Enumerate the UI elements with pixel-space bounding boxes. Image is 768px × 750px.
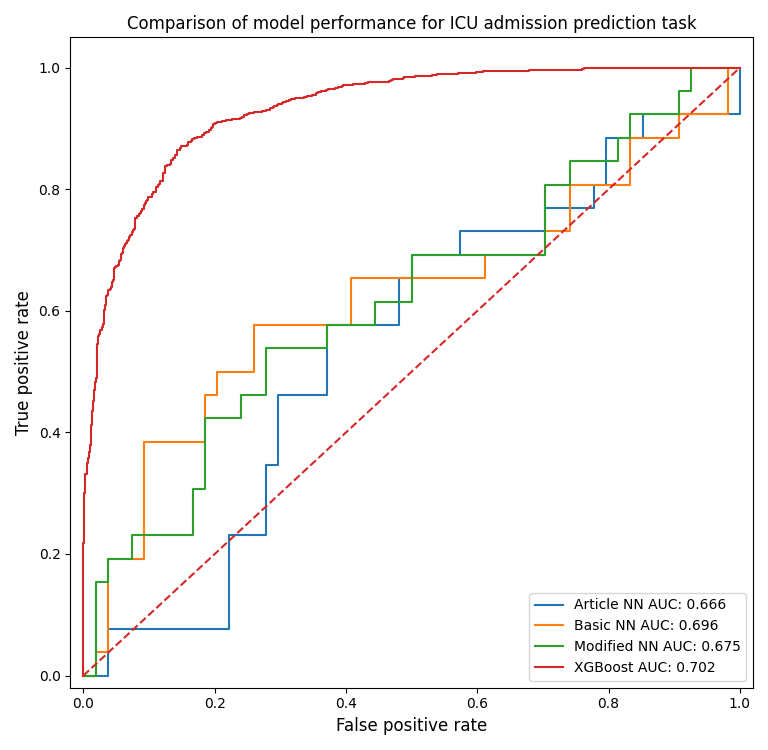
Article NN AUC: 0.666: (0.87, 0.923): 0.666: (0.87, 0.923): [650, 110, 660, 119]
Basic NN AUC: 0.696: (0.963, 0.923): 0.696: (0.963, 0.923): [711, 110, 720, 119]
Basic NN AUC: 0.696: (0.778, 0.808): 0.696: (0.778, 0.808): [589, 180, 598, 189]
Article NN AUC: 0.666: (0.037, 0.0769): 0.666: (0.037, 0.0769): [103, 624, 112, 633]
XGBoost AUC: 0.702: (0.019, 0.489): 0.702: (0.019, 0.489): [91, 374, 101, 382]
Modified NN AUC: 0.675: (0.833, 0.923): 0.675: (0.833, 0.923): [626, 110, 635, 119]
Article NN AUC: 0.666: (0.37, 0.577): 0.666: (0.37, 0.577): [322, 320, 331, 329]
Article NN AUC: 0.666: (0.833, 0.885): 0.666: (0.833, 0.885): [626, 134, 635, 142]
Modified NN AUC: 0.675: (0.87, 0.923): 0.675: (0.87, 0.923): [650, 110, 660, 119]
Modified NN AUC: 0.675: (0.741, 0.846): 0.675: (0.741, 0.846): [565, 157, 574, 166]
Modified NN AUC: 0.675: (0.37, 0.577): 0.675: (0.37, 0.577): [322, 320, 331, 329]
Modified NN AUC: 0.675: (0.444, 0.615): 0.675: (0.444, 0.615): [371, 297, 380, 306]
Article NN AUC: 0.666: (0.778, 0.808): 0.666: (0.778, 0.808): [589, 180, 598, 189]
XGBoost AUC: 0.702: (0.099, 0.786): 0.702: (0.099, 0.786): [144, 194, 153, 202]
Basic NN AUC: 0.696: (0.741, 0.808): 0.696: (0.741, 0.808): [565, 180, 574, 189]
Modified NN AUC: 0.675: (0, 0): 0.675: (0, 0): [79, 671, 88, 680]
Modified NN AUC: 0.675: (0.63, 0.692): 0.675: (0.63, 0.692): [492, 251, 502, 260]
Modified NN AUC: 0.675: (0.352, 0.538): 0.675: (0.352, 0.538): [310, 344, 319, 352]
Article NN AUC: 0.666: (0.852, 0.923): 0.666: (0.852, 0.923): [638, 110, 647, 119]
Basic NN AUC: 0.696: (0.833, 0.885): 0.696: (0.833, 0.885): [626, 134, 635, 142]
Basic NN AUC: 0.696: (0.407, 0.654): 0.696: (0.407, 0.654): [346, 274, 356, 283]
Article NN AUC: 0.666: (0.5, 0.692): 0.666: (0.5, 0.692): [407, 251, 416, 260]
Modified NN AUC: 0.675: (1, 1): 0.675: (1, 1): [735, 63, 744, 72]
XGBoost AUC: 0.702: (1, 1): 0.702: (1, 1): [735, 63, 744, 72]
Basic NN AUC: 0.696: (0.259, 0.577): 0.696: (0.259, 0.577): [249, 320, 258, 329]
Basic NN AUC: 0.696: (0.0185, 0.0385): 0.696: (0.0185, 0.0385): [91, 648, 100, 657]
Modified NN AUC: 0.675: (0.5, 0.692): 0.675: (0.5, 0.692): [407, 251, 416, 260]
Basic NN AUC: 0.696: (0.704, 0.731): 0.696: (0.704, 0.731): [541, 226, 550, 236]
Basic NN AUC: 0.696: (0.204, 0.5): 0.696: (0.204, 0.5): [213, 368, 222, 376]
Basic NN AUC: 0.696: (0.481, 0.654): 0.696: (0.481, 0.654): [395, 274, 404, 283]
Basic NN AUC: 0.696: (0.519, 0.654): 0.696: (0.519, 0.654): [419, 274, 429, 283]
XGBoost AUC: 0.702: (0.873, 1): 0.702: (0.873, 1): [652, 63, 661, 72]
Basic NN AUC: 0.696: (0, 0): 0.696: (0, 0): [79, 671, 88, 680]
Article NN AUC: 0.666: (0.796, 0.846): 0.666: (0.796, 0.846): [601, 157, 611, 166]
Basic NN AUC: 0.696: (0.907, 0.923): 0.696: (0.907, 0.923): [674, 110, 684, 119]
Basic NN AUC: 0.696: (0.0926, 0.385): 0.696: (0.0926, 0.385): [140, 437, 149, 446]
Modified NN AUC: 0.675: (0.0185, 0.154): 0.675: (0.0185, 0.154): [91, 578, 100, 586]
Y-axis label: True positive rate: True positive rate: [15, 290, 33, 435]
XGBoost AUC: 0.702: (0.044, 0.648): 0.702: (0.044, 0.648): [108, 278, 117, 286]
Line: XGBoost AUC: 0.702: XGBoost AUC: 0.702: [84, 68, 740, 676]
XGBoost AUC: 0.702: (0.11, 0.799): 0.702: (0.11, 0.799): [151, 185, 161, 194]
X-axis label: False positive rate: False positive rate: [336, 717, 487, 735]
Modified NN AUC: 0.675: (0.167, 0.308): 0.675: (0.167, 0.308): [188, 484, 197, 493]
Modified NN AUC: 0.675: (0.0741, 0.231): 0.675: (0.0741, 0.231): [127, 531, 137, 540]
Article NN AUC: 0.666: (1, 0.962): 0.666: (1, 0.962): [735, 86, 744, 95]
Modified NN AUC: 0.675: (0.704, 0.808): 0.675: (0.704, 0.808): [541, 180, 550, 189]
Article NN AUC: 0.666: (0.519, 0.692): 0.666: (0.519, 0.692): [419, 251, 429, 260]
Article NN AUC: 0.666: (0.704, 0.769): 0.666: (0.704, 0.769): [541, 203, 550, 212]
Basic NN AUC: 0.696: (0.185, 0.462): 0.696: (0.185, 0.462): [200, 391, 210, 400]
Article NN AUC: 0.666: (0.222, 0.231): 0.666: (0.222, 0.231): [225, 531, 234, 540]
Modified NN AUC: 0.675: (0.037, 0.192): 0.675: (0.037, 0.192): [103, 554, 112, 563]
XGBoost AUC: 0.702: (0.418, 0.973): 0.702: (0.418, 0.973): [353, 80, 362, 88]
Modified NN AUC: 0.675: (0.185, 0.423): 0.675: (0.185, 0.423): [200, 414, 210, 423]
Basic NN AUC: 0.696: (0.907, 0.885): 0.696: (0.907, 0.885): [674, 134, 684, 142]
Article NN AUC: 0.666: (0.426, 0.577): 0.666: (0.426, 0.577): [359, 320, 368, 329]
Line: Modified NN AUC: 0.675: Modified NN AUC: 0.675: [84, 68, 740, 676]
Article NN AUC: 0.666: (0, 0): 0.666: (0, 0): [79, 671, 88, 680]
Modified NN AUC: 0.675: (0.907, 0.962): 0.675: (0.907, 0.962): [674, 86, 684, 95]
Modified NN AUC: 0.675: (0.241, 0.462): 0.675: (0.241, 0.462): [237, 391, 246, 400]
Article NN AUC: 0.666: (0.926, 0.923): 0.666: (0.926, 0.923): [687, 110, 696, 119]
Line: Basic NN AUC: 0.696: Basic NN AUC: 0.696: [84, 68, 740, 676]
Article NN AUC: 0.666: (0.481, 0.654): 0.666: (0.481, 0.654): [395, 274, 404, 283]
Article NN AUC: 0.666: (0.611, 0.731): 0.666: (0.611, 0.731): [480, 226, 489, 236]
Basic NN AUC: 0.696: (0.981, 1): 0.696: (0.981, 1): [723, 63, 733, 72]
Modified NN AUC: 0.675: (0.5, 0.654): 0.675: (0.5, 0.654): [407, 274, 416, 283]
Article NN AUC: 0.666: (0.796, 0.885): 0.666: (0.796, 0.885): [601, 134, 611, 142]
Article NN AUC: 0.666: (0.574, 0.731): 0.666: (0.574, 0.731): [455, 226, 465, 236]
Article NN AUC: 0.666: (0.296, 0.462): 0.666: (0.296, 0.462): [273, 391, 283, 400]
Legend: Article NN AUC: 0.666, Basic NN AUC: 0.696, Modified NN AUC: 0.675, XGBoost AUC:: Article NN AUC: 0.666, Basic NN AUC: 0.6…: [529, 592, 746, 681]
Basic NN AUC: 0.696: (0.037, 0.192): 0.696: (0.037, 0.192): [103, 554, 112, 563]
Modified NN AUC: 0.675: (0.815, 0.885): 0.675: (0.815, 0.885): [614, 134, 623, 142]
Title: Comparison of model performance for ICU admission prediction task: Comparison of model performance for ICU …: [127, 15, 697, 33]
Line: Article NN AUC: 0.666: Article NN AUC: 0.666: [84, 68, 740, 676]
XGBoost AUC: 0.702: (0.433, 0.976): 0.702: (0.433, 0.976): [363, 78, 372, 87]
Modified NN AUC: 0.675: (0.278, 0.538): 0.675: (0.278, 0.538): [261, 344, 270, 352]
Modified NN AUC: 0.675: (0.926, 1): 0.675: (0.926, 1): [687, 63, 696, 72]
Basic NN AUC: 0.696: (1, 1): 0.696: (1, 1): [735, 63, 744, 72]
Basic NN AUC: 0.696: (0.667, 0.692): 0.696: (0.667, 0.692): [516, 251, 525, 260]
Article NN AUC: 0.666: (0.13, 0.0769): 0.666: (0.13, 0.0769): [164, 624, 173, 633]
Article NN AUC: 0.666: (1, 1): 0.666: (1, 1): [735, 63, 744, 72]
XGBoost AUC: 0.702: (0, 0): 0.702: (0, 0): [79, 671, 88, 680]
Basic NN AUC: 0.696: (0.611, 0.692): 0.696: (0.611, 0.692): [480, 251, 489, 260]
Article NN AUC: 0.666: (0.278, 0.346): 0.666: (0.278, 0.346): [261, 460, 270, 470]
